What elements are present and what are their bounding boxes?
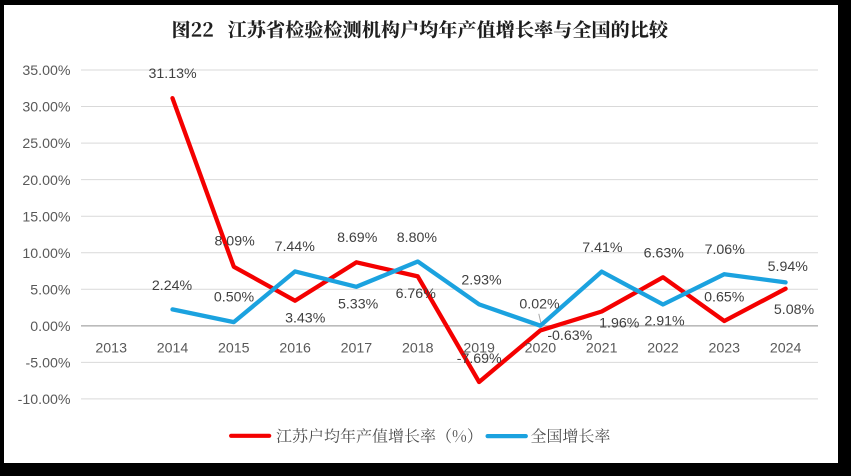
svg-text:2.93%: 2.93%: [461, 273, 502, 289]
svg-text:5.00%: 5.00%: [30, 282, 71, 298]
svg-text:0.65%: 0.65%: [704, 290, 745, 306]
svg-text:7.41%: 7.41%: [582, 240, 623, 256]
svg-text:5.08%: 5.08%: [774, 302, 815, 318]
svg-text:2014: 2014: [157, 341, 189, 357]
svg-text:20.00%: 20.00%: [22, 173, 71, 189]
svg-text:0.00%: 0.00%: [30, 319, 71, 335]
svg-text:0.50%: 0.50%: [214, 290, 255, 306]
svg-text:8.69%: 8.69%: [337, 230, 378, 246]
svg-text:2022: 2022: [647, 341, 679, 357]
svg-text:2013: 2013: [95, 341, 127, 357]
svg-text:5.33%: 5.33%: [338, 296, 379, 312]
svg-text:-5.00%: -5.00%: [26, 356, 71, 372]
svg-text:0.02%: 0.02%: [519, 297, 560, 313]
svg-text:30.00%: 30.00%: [22, 100, 71, 116]
svg-text:7.06%: 7.06%: [705, 242, 746, 258]
svg-text:2024: 2024: [770, 341, 802, 357]
svg-text:5.94%: 5.94%: [768, 259, 809, 275]
svg-text:2015: 2015: [218, 341, 250, 357]
svg-text:-10.00%: -10.00%: [18, 392, 71, 408]
svg-text:31.13%: 31.13%: [149, 66, 198, 82]
svg-text:6.63%: 6.63%: [644, 246, 685, 262]
svg-text:7.44%: 7.44%: [275, 239, 316, 255]
svg-text:2.91%: 2.91%: [644, 314, 685, 330]
svg-text:2021: 2021: [586, 341, 618, 357]
svg-text:15.00%: 15.00%: [22, 209, 71, 225]
svg-text:2023: 2023: [709, 341, 741, 357]
svg-text:8.80%: 8.80%: [397, 230, 438, 246]
svg-text:8.09%: 8.09%: [214, 233, 255, 249]
svg-text:1.96%: 1.96%: [599, 316, 640, 332]
svg-text:2017: 2017: [341, 341, 373, 357]
svg-text:10.00%: 10.00%: [22, 246, 71, 262]
svg-text:6.76%: 6.76%: [396, 286, 437, 302]
svg-text:35.00%: 35.00%: [22, 63, 71, 79]
svg-text:2018: 2018: [402, 341, 434, 357]
svg-text:3.43%: 3.43%: [285, 311, 326, 327]
svg-text:2.24%: 2.24%: [152, 278, 193, 294]
svg-text:-0.63%: -0.63%: [547, 328, 592, 344]
svg-text:-7.69%: -7.69%: [457, 351, 502, 367]
svg-text:2020: 2020: [525, 341, 557, 357]
svg-text:25.00%: 25.00%: [22, 136, 71, 152]
svg-text:2019: 2019: [463, 341, 495, 357]
svg-text:2016: 2016: [279, 341, 311, 357]
